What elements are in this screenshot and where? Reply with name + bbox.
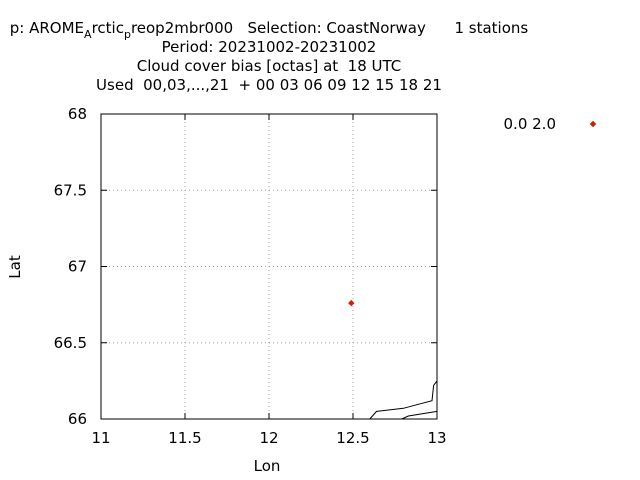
y-tick-label: 66: [68, 410, 87, 428]
title-text: Period: 20231002-20231002: [162, 38, 377, 56]
legend-marker: [589, 120, 597, 128]
x-tick-label: 11.5: [168, 429, 201, 447]
coastline-segment: [401, 410, 438, 420]
x-tick-label: 12.5: [336, 429, 369, 447]
legend-label: 0.0 2.0: [504, 115, 556, 133]
data-point: [348, 299, 355, 307]
y-tick-label: 67: [68, 258, 87, 276]
y-tick-label: 66.5: [54, 334, 87, 352]
title-line: p: AROMEArcticpreop2mbr000 Selection: Co…: [10, 19, 529, 41]
grid: [101, 114, 437, 419]
title-line: Used 00,03,...,21 + 00 03 06 09 12 15 18…: [96, 76, 442, 94]
title-line: Cloud cover bias [octas] at 18 UTC: [137, 57, 402, 75]
title-subscript: A: [84, 28, 92, 41]
coastline-segment: [369, 380, 438, 420]
y-tick-label: 67.5: [54, 181, 87, 199]
chart-title: p: AROMEArcticpreop2mbr000 Selection: Co…: [10, 19, 529, 94]
title-text: rctic: [92, 19, 124, 37]
y-tick-label: 68: [68, 105, 87, 123]
title-text: p: AROME: [10, 19, 84, 37]
y-axis-label: Lat: [6, 255, 24, 279]
x-axis-ticks: 11 11.5 12 12.5 13: [91, 114, 447, 447]
coastline: [369, 380, 438, 420]
y-axis-ticks: 66 66.5 67 67.5 68: [54, 105, 437, 428]
title-text: Used 00,03,...,21 + 00 03 06 09 12 15 18…: [96, 76, 442, 94]
x-tick-label: 12: [259, 429, 278, 447]
legend: 0.0 2.0: [504, 115, 597, 133]
title-text: Cloud cover bias [octas] at 18 UTC: [137, 57, 402, 75]
x-tick-label: 13: [427, 429, 446, 447]
x-tick-label: 11: [91, 429, 110, 447]
title-text: reop2mbr000 Selection: CoastNorway 1 sta…: [131, 19, 528, 37]
data-points: [348, 299, 355, 307]
x-axis-label: Lon: [254, 457, 281, 475]
title-line: Period: 20231002-20231002: [162, 38, 377, 56]
title-subscript: p: [124, 28, 131, 41]
